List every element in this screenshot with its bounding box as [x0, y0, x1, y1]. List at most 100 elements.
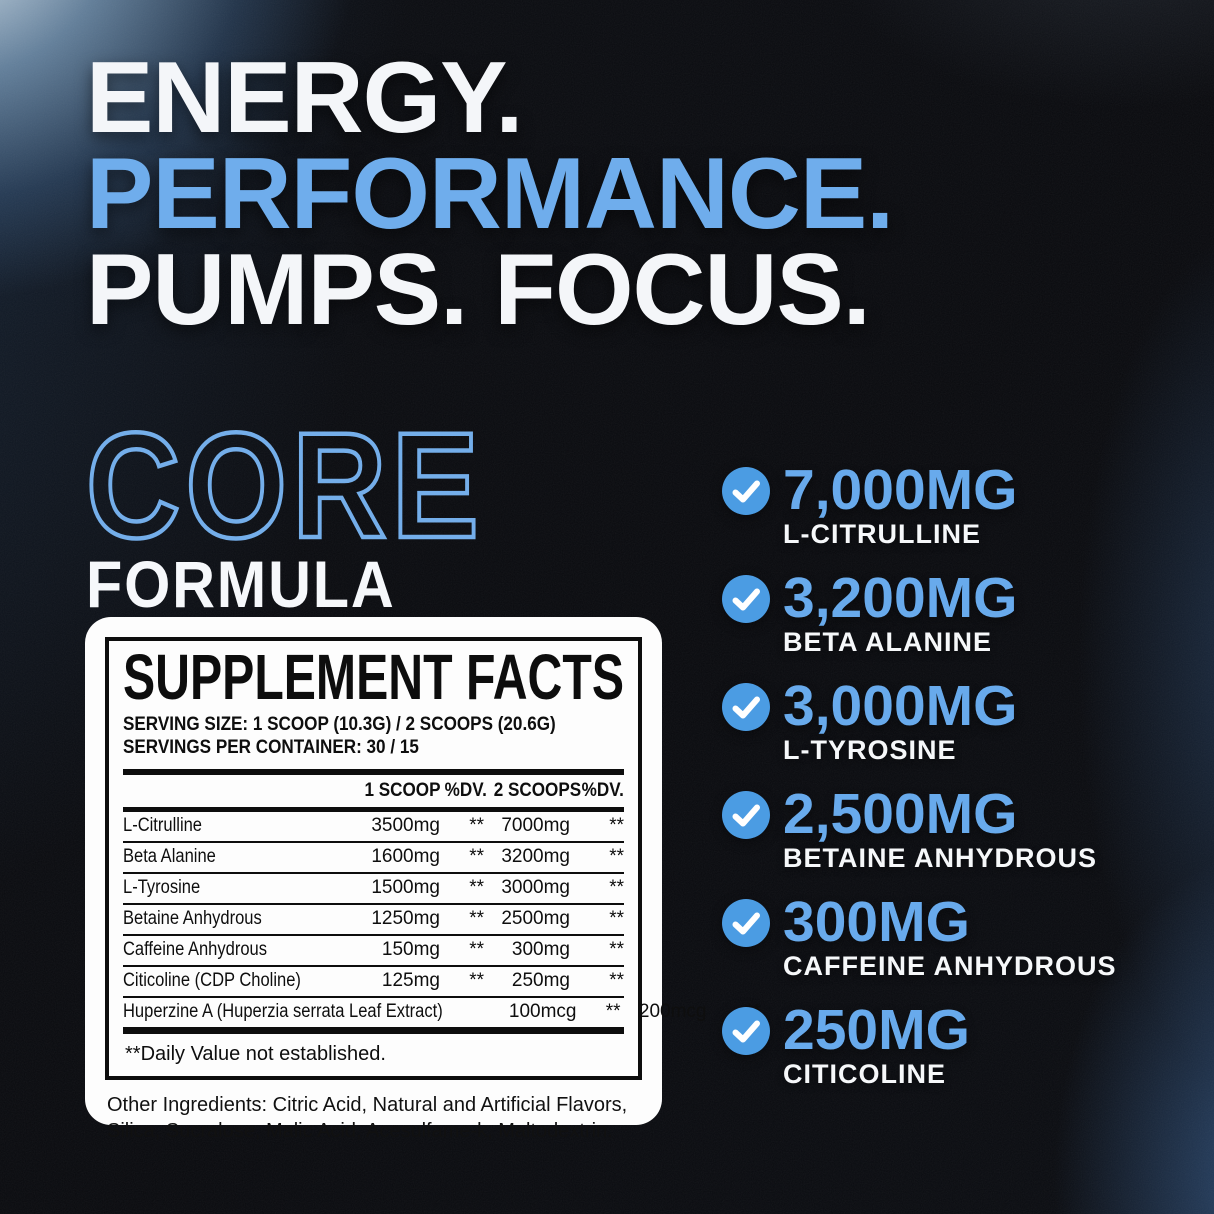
- headline-line-pumps-focus: PUMPS. FOCUS.: [86, 234, 871, 346]
- col-header-dv-2: %DV.: [581, 780, 624, 801]
- highlight-name: CAFFEINE ANHYDROUS: [783, 951, 1117, 981]
- table-row-huperzine-a: Huperzine A (Huperzia serrata Leaf Extra…: [123, 998, 761, 1027]
- highlight-name: BETA ALANINE: [783, 627, 992, 657]
- supplement-facts-panel: SUPPLEMENT FACTS SERVING SIZE: 1 SCOOP (…: [85, 617, 761, 1142]
- col-header-1-scoop: 1 SCOOP: [363, 780, 440, 801]
- row-divider: [123, 965, 624, 967]
- col-header-2-scoops: 2 SCOOPS: [493, 780, 582, 801]
- ingredient-name: Betaine Anhydrous: [123, 908, 262, 929]
- headline: ENERGY. PERFORMANCE. PUMPS. FOCUS.: [86, 42, 894, 346]
- check-circle-icon: [722, 899, 770, 947]
- table-row-l-citrulline: L-Citrulline 3500mg ** 7000mg **: [123, 812, 624, 841]
- dv-1-scoop: **: [469, 846, 484, 867]
- table-header-row: 1 SCOOP %DV. 2 SCOOPS %DV.: [123, 775, 624, 807]
- highlight-text: 300MG CAFFEINE ANHYDROUS: [783, 890, 1117, 982]
- amount-2-scoops: 2500mg: [501, 908, 570, 929]
- amount-2-scoops: 250mg: [511, 970, 570, 991]
- table-row-betaine-anhydrous: Betaine Anhydrous 1250mg ** 2500mg **: [123, 905, 624, 934]
- table-row-citicoline: Citicoline (CDP Choline) 125mg ** 250mg …: [123, 967, 624, 996]
- dv-2-scoops: **: [609, 877, 624, 898]
- ingredient-name: L-Citrulline: [123, 815, 203, 836]
- table-row-l-tyrosine: L-Tyrosine 1500mg ** 3000mg **: [123, 874, 624, 903]
- dv-1-scoop: **: [469, 908, 484, 929]
- amount-1-scoop: 1500mg: [371, 877, 440, 898]
- highlight-name: L-TYROSINE: [783, 735, 957, 765]
- row-divider: [123, 934, 624, 936]
- divider-header-bottom: [123, 807, 624, 812]
- amount-2-scoops: 3200mg: [501, 846, 570, 867]
- table-row-caffeine-anhydrous: Caffeine Anhydrous 150mg ** 300mg **: [123, 936, 624, 965]
- dv-2-scoops: **: [609, 908, 624, 929]
- servings-per-container-text: SERVINGS PER CONTAINER: 30 / 15: [123, 737, 419, 758]
- highlight-amount: 7,000MG: [783, 458, 1018, 522]
- ingredient-name: L-Tyrosine: [123, 877, 201, 898]
- row-divider: [123, 996, 624, 998]
- ingredient-name: Caffeine Anhydrous: [123, 939, 267, 960]
- highlight-text: 3,000MG L-TYROSINE: [783, 674, 1018, 766]
- highlight-name: L-CITRULLINE: [783, 519, 981, 549]
- amount-1-scoop: 125mg: [381, 970, 440, 991]
- amount-2-scoops: 300mg: [511, 939, 570, 960]
- core-title: CORE: [84, 401, 484, 569]
- dv-2-scoops: **: [609, 815, 624, 836]
- highlight-text: 3,200MG BETA ALANINE: [783, 566, 1018, 658]
- row-divider: [123, 841, 624, 843]
- highlight-item-l-tyrosine: 3,000MG L-TYROSINE: [722, 678, 1117, 765]
- highlight-amount: 250MG: [783, 998, 970, 1062]
- row-divider: [123, 903, 624, 905]
- dv-1-scoop: **: [469, 970, 484, 991]
- dv-1-scoop: **: [469, 815, 484, 836]
- row-divider: [123, 872, 624, 874]
- daily-value-footnote: **Daily Value not established.: [125, 1043, 386, 1065]
- core-formula-heading: CORE FORMULA: [84, 401, 543, 621]
- amount-1-scoop: 100mcg: [508, 1001, 577, 1022]
- highlight-name: CITICOLINE: [783, 1059, 946, 1089]
- check-circle-icon: [722, 467, 770, 515]
- highlight-item-l-citrulline: 7,000MG L-CITRULLINE: [722, 462, 1117, 549]
- dv-1-scoop: **: [469, 939, 484, 960]
- check-circle-icon: [722, 791, 770, 839]
- highlight-amount: 300MG: [783, 890, 970, 954]
- facts-title: SUPPLEMENT FACTS: [123, 649, 624, 705]
- amount-2-scoops: 200mcg: [638, 1001, 707, 1022]
- highlight-item-citicoline: 250MG CITICOLINE: [722, 1002, 1117, 1089]
- check-circle-icon: [722, 1007, 770, 1055]
- highlight-amount: 3,000MG: [783, 674, 1018, 738]
- highlight-name: BETAINE ANHYDROUS: [783, 843, 1098, 873]
- check-circle-icon: [722, 575, 770, 623]
- col-header-dv-1: %DV.: [444, 780, 487, 801]
- dv-2-scoops: **: [609, 939, 624, 960]
- highlight-amount: 3,200MG: [783, 566, 1018, 630]
- highlight-amount: 2,500MG: [783, 782, 1018, 846]
- highlight-item-betaine-anhydrous: 2,500MG BETAINE ANHYDROUS: [722, 786, 1117, 873]
- amount-1-scoop: 150mg: [381, 939, 440, 960]
- dv-1-scoop: **: [605, 1001, 621, 1022]
- core-subtitle: FORMULA: [86, 547, 396, 621]
- other-ingredients: Other Ingredients: Citric Acid, Natural …: [107, 1094, 628, 1142]
- facts-title-wrap: SUPPLEMENT FACTS: [123, 649, 624, 705]
- headline-line-energy: ENERGY.: [86, 42, 523, 154]
- table-row-beta-alanine: Beta Alanine 1600mg ** 3200mg **: [123, 843, 624, 872]
- ingredient-name: Citicoline (CDP Choline): [123, 970, 301, 991]
- serving-size-line: SERVING SIZE: 1 SCOOP (10.3G) / 2 SCOOPS…: [123, 713, 624, 736]
- highlight-item-beta-alanine: 3,200MG BETA ALANINE: [722, 570, 1117, 657]
- dv-2-scoops: **: [609, 970, 624, 991]
- highlight-text: 2,500MG BETAINE ANHYDROUS: [783, 782, 1098, 874]
- amount-1-scoop: 3500mg: [371, 815, 440, 836]
- divider-bottom-thick: [123, 1027, 624, 1034]
- dv-1-scoop: **: [469, 877, 484, 898]
- servings-per-container-line: SERVINGS PER CONTAINER: 30 / 15: [123, 736, 624, 759]
- amount-1-scoop: 1250mg: [371, 908, 440, 929]
- serving-size-text: SERVING SIZE: 1 SCOOP (10.3G) / 2 SCOOPS…: [123, 714, 556, 735]
- ingredient-name: Beta Alanine: [123, 846, 216, 867]
- supplement-facts-border-box: SUPPLEMENT FACTS SERVING SIZE: 1 SCOOP (…: [105, 637, 761, 1080]
- highlight-item-caffeine-anhydrous: 300MG CAFFEINE ANHYDROUS: [722, 894, 1117, 981]
- amount-1-scoop: 1600mg: [371, 846, 440, 867]
- headline-line-performance: PERFORMANCE.: [86, 138, 894, 250]
- divider-top-thick: [123, 769, 624, 775]
- amount-2-scoops: 7000mg: [501, 815, 570, 836]
- highlight-text: 250MG CITICOLINE: [783, 998, 970, 1090]
- check-circle-icon: [722, 683, 770, 731]
- amount-2-scoops: 3000mg: [501, 877, 570, 898]
